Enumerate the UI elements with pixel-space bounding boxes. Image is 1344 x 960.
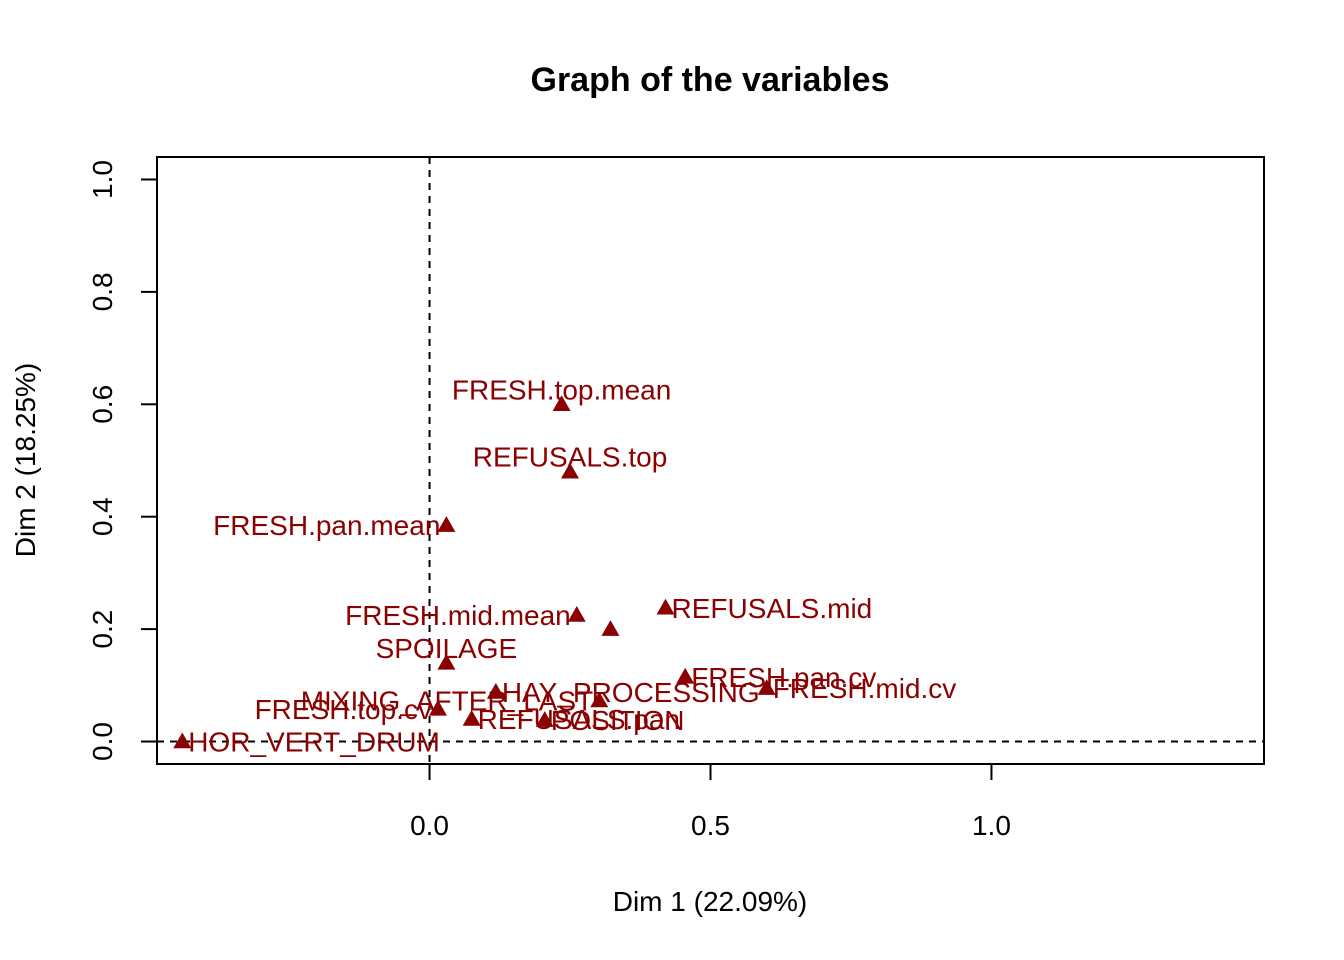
data-point-marker [676,667,695,684]
point-label: FRESH.mid.cv [773,673,957,704]
data-point-marker [601,620,620,636]
point-label: REFUSALS.pan [478,704,680,735]
data-point-marker [590,691,609,708]
y-tick-label: 0.6 [87,385,118,424]
point-label: REFUSALS.mid [672,593,873,624]
data-point-marker [757,679,776,695]
y-tick-label: 0.4 [87,497,118,536]
x-axis: 0.0 0.5 1.0 [410,763,1011,841]
data-point-marker [656,598,675,615]
point-label: HOR_VERT_DRUM [188,727,440,758]
point-label: FRESH.top.mean [452,374,671,405]
y-tick-label: 0.0 [87,722,118,761]
point-label: SPOILAGE [376,633,518,664]
y-axis: 0.0 0.2 0.4 0.6 0.8 1.0 [87,160,158,761]
x-tick-label: 1.0 [972,810,1011,841]
data-point-marker [173,732,192,749]
point-label: HAY_PROCESSING [502,677,760,708]
y-tick-label: 0.2 [87,610,118,649]
data-point-marker [428,699,447,716]
data-point-marker [567,606,586,622]
data-point-marker [437,516,456,532]
data-point-marker [561,462,580,479]
x-tick-label: 0.5 [691,810,730,841]
point-label: POSITION [551,705,685,736]
point-label: FRESH.top.cv [255,694,432,725]
point-label: MIXING_AFTER_LAST [301,685,594,716]
chart-title: Graph of the variables [531,61,890,99]
point-label: FRESH.pan.mean [213,510,440,541]
x-axis-label: Dim 1 (22.09%) [613,886,808,917]
point-label: REFUSALS.top [473,442,668,473]
reference-lines [157,157,1264,764]
data-point-marker [437,653,456,670]
y-tick-label: 1.0 [87,160,118,199]
point-label: FRESH.mid.mean [345,600,571,631]
data-point-marker [462,710,481,726]
data-points: FRESH.top.mean REFUSALS.top FRESH.pan.mean… [173,374,957,758]
y-axis-label: Dim 2 (18.25%) [10,363,41,558]
point-label: FRESH.pan.cv [691,662,876,693]
data-point-marker [552,395,571,412]
data-point-marker [486,683,505,699]
data-point-marker [535,711,554,727]
y-tick-label: 0.8 [87,272,118,311]
x-tick-label: 0.0 [410,810,449,841]
